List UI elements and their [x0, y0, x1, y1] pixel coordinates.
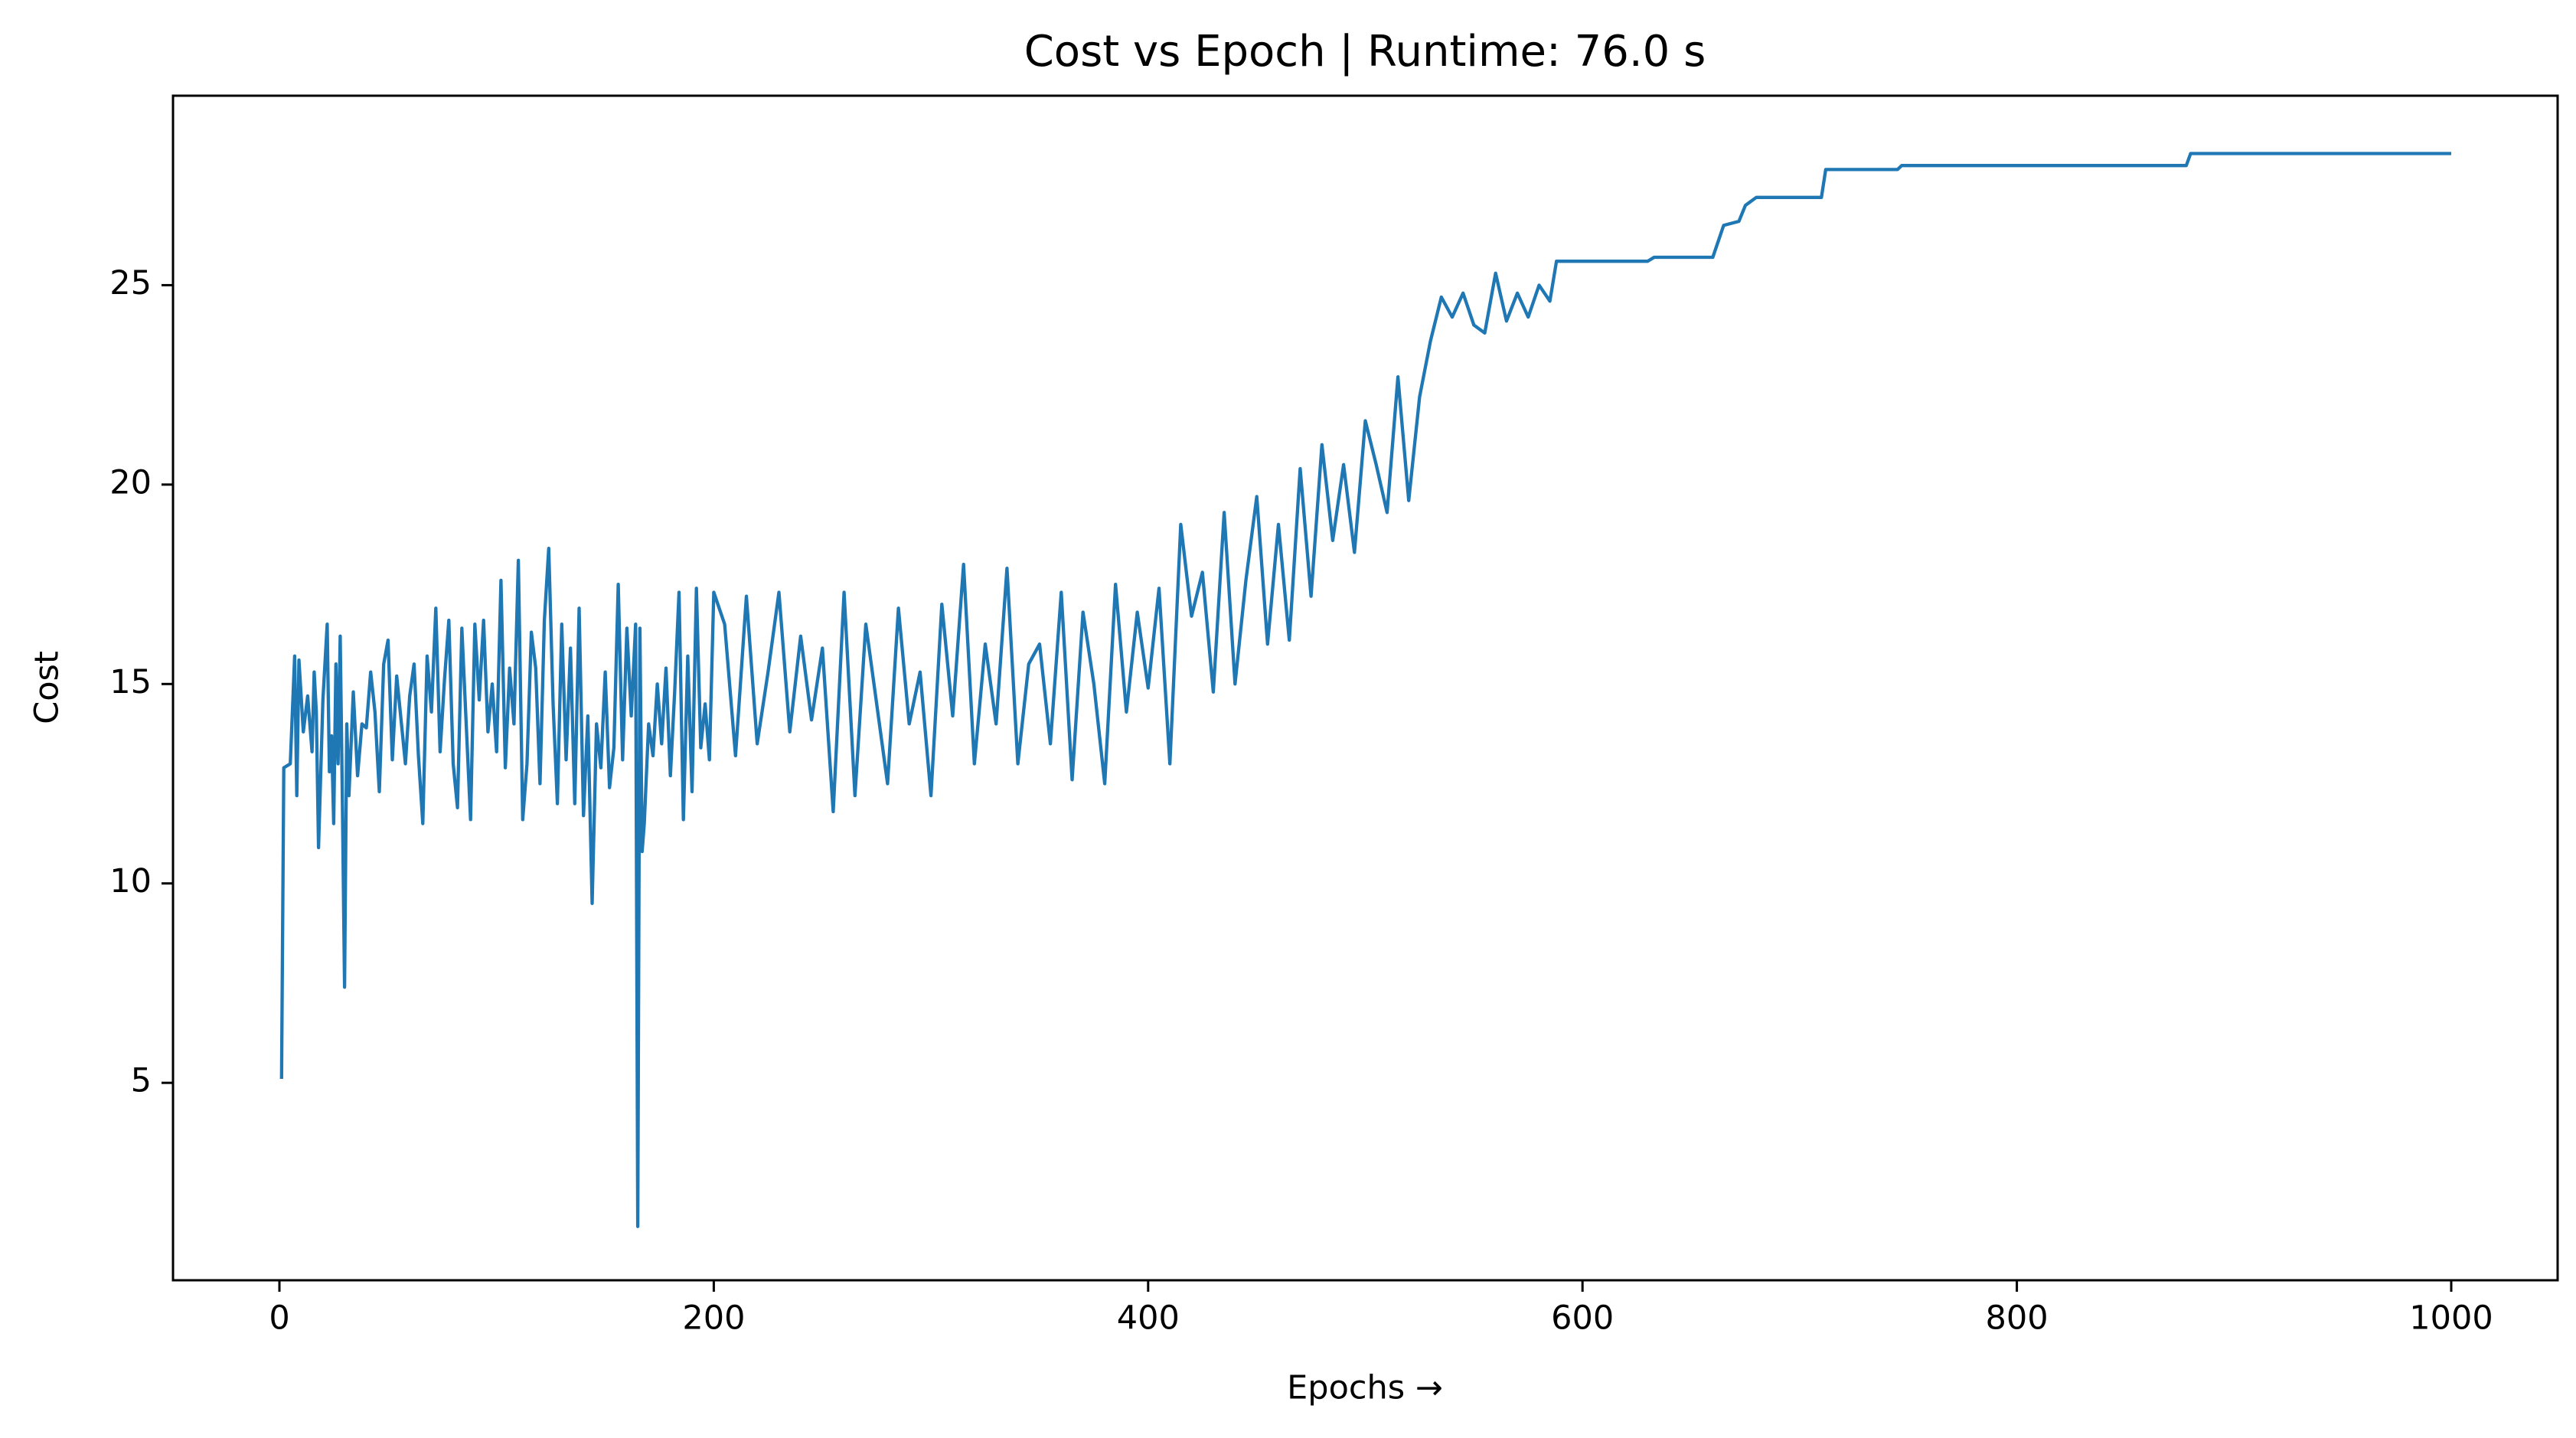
y-tick-label: 25 [109, 264, 152, 302]
y-tick-label: 20 [109, 463, 152, 502]
x-tick-label: 800 [1986, 1299, 2049, 1338]
x-tick-label: 1000 [2409, 1299, 2493, 1338]
y-tick-label: 10 [109, 862, 152, 900]
y-tick-label: 15 [109, 663, 152, 701]
x-tick-label: 0 [269, 1299, 289, 1338]
line [279, 152, 2451, 1228]
x-tick-label: 200 [682, 1299, 745, 1338]
x-axis-label: Epochs → [1287, 1369, 1443, 1407]
x-tick-label: 600 [1551, 1299, 1614, 1338]
y-tick-label: 5 [131, 1062, 152, 1100]
y-axis-label: Cost [28, 651, 67, 724]
x-tick-label: 400 [1117, 1299, 1180, 1338]
chart-title: Cost vs Epoch | Runtime: 76.0 s [1024, 27, 1706, 77]
plot-frame [171, 94, 2559, 1282]
